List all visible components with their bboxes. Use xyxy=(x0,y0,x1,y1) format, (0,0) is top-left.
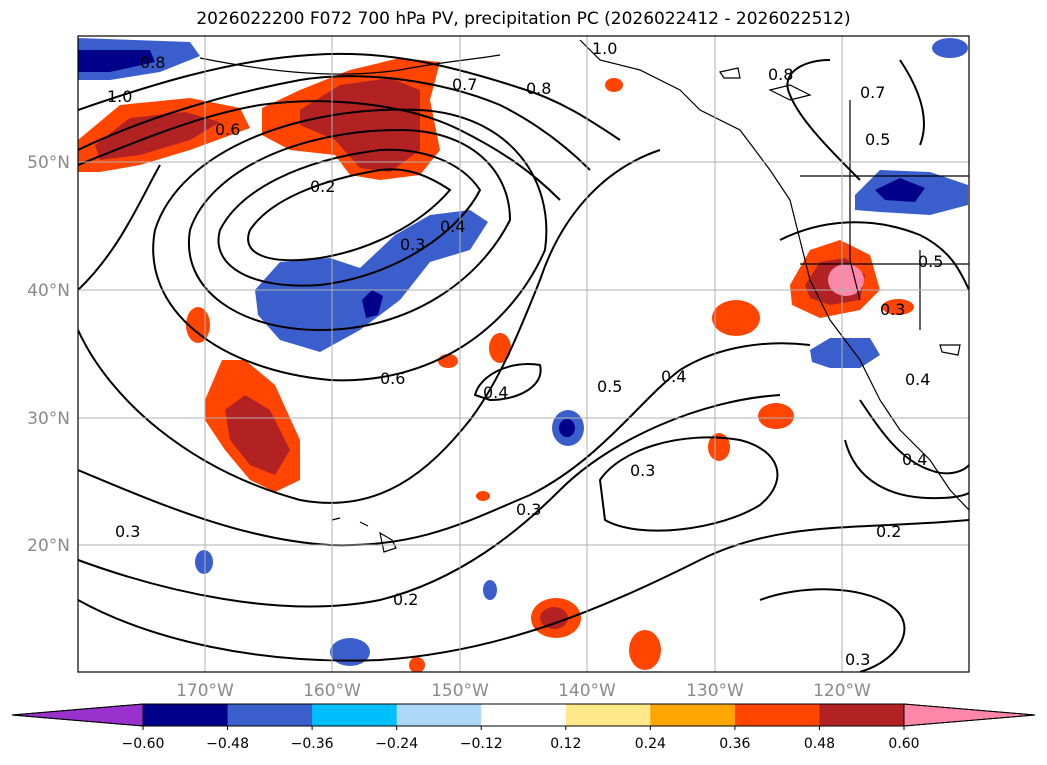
plot-frame xyxy=(77,35,970,673)
colorbar-tick-label: −0.24 xyxy=(375,736,418,752)
graticule xyxy=(78,36,969,672)
lat-label: 20°N xyxy=(27,536,70,556)
contour-label: 0.4 xyxy=(905,370,930,389)
contour-label: 0.3 xyxy=(115,522,140,541)
contour-labels: 0.8 1.0 0.6 0.7 0.8 1.0 0.2 0.3 0.4 0.6 … xyxy=(107,39,943,669)
contour-label: 0.2 xyxy=(310,177,335,196)
lon-label: 170°W xyxy=(176,681,234,701)
colorbar-tick-label: 0.36 xyxy=(719,736,750,752)
contour-label: 0.3 xyxy=(516,500,541,519)
colorbar-extend-low xyxy=(11,703,144,727)
lon-label: 120°W xyxy=(813,681,871,701)
colorbar: −0.60 −0.48 −0.36 −0.24 −0.12 0.12 0.24 0.36 0.4… xyxy=(11,703,1036,752)
contour-label: 0.8 xyxy=(526,79,551,98)
contour-label: 0.3 xyxy=(400,235,425,254)
colorbar-tick-label: 0.12 xyxy=(550,736,581,752)
colorbar-tick-label: 0.60 xyxy=(888,736,919,752)
contour-label: 1.0 xyxy=(107,87,132,106)
contour-label: 0.7 xyxy=(452,75,477,94)
colorbar-tick-label: 0.24 xyxy=(635,736,666,752)
contour-label: 0.5 xyxy=(918,252,943,271)
colorbar-swatch xyxy=(565,704,651,726)
contour-label: 0.4 xyxy=(483,383,508,402)
contour-label: 1.0 xyxy=(592,39,617,58)
contour-label: 0.3 xyxy=(630,461,655,480)
lon-label: 150°W xyxy=(431,681,489,701)
colorbar-swatch xyxy=(396,704,482,726)
colorbar-extend-high xyxy=(903,703,1036,727)
colorbar-swatch xyxy=(143,704,229,726)
colorbar-tick-label: −0.48 xyxy=(206,736,249,752)
contour-label: 0.4 xyxy=(902,450,927,469)
lon-label: 160°W xyxy=(303,681,361,701)
coastlines xyxy=(199,39,969,553)
colorbar-tick-label: −0.36 xyxy=(291,736,334,752)
colorbar-swatch xyxy=(481,704,567,726)
contour-label: 0.6 xyxy=(215,120,240,139)
lat-label: 50°N xyxy=(27,153,70,173)
colorbar-swatch xyxy=(734,704,820,726)
contour-label: 0.7 xyxy=(860,83,885,102)
contour-label: 0.3 xyxy=(845,650,870,669)
contour-label: 0.2 xyxy=(393,590,418,609)
contour-label: 0.8 xyxy=(140,53,165,72)
colorbar-swatch xyxy=(312,704,398,726)
map-title: 2026022200 F072 700 hPa PV, precipitatio… xyxy=(196,9,851,29)
latitude-labels: 50°N 40°N 30°N 20°N xyxy=(27,153,70,556)
precip-shading xyxy=(78,38,968,672)
colorbar-tick-label: −0.60 xyxy=(122,736,165,752)
colorbar-tick-label: 0.48 xyxy=(804,736,835,752)
lon-label: 140°W xyxy=(558,681,616,701)
colorbar-swatch xyxy=(819,704,905,726)
contour-label: 0.5 xyxy=(865,130,890,149)
contour-label: 0.3 xyxy=(880,300,905,319)
contour-label: 0.6 xyxy=(380,369,405,388)
contour-label: 0.4 xyxy=(440,217,465,236)
lon-label: 130°W xyxy=(686,681,744,701)
contour-label: 0.4 xyxy=(661,367,686,386)
lat-label: 40°N xyxy=(27,281,70,301)
pv-contours xyxy=(78,52,969,672)
lat-label: 30°N xyxy=(27,409,70,429)
contour-label: 0.8 xyxy=(768,65,793,84)
colorbar-swatch xyxy=(227,704,313,726)
colorbar-tick-label: −0.12 xyxy=(460,736,503,752)
longitude-labels: 170°W 160°W 150°W 140°W 130°W 120°W xyxy=(176,681,871,701)
contour-label: 0.5 xyxy=(597,377,622,396)
colorbar-swatch xyxy=(650,704,736,726)
contour-label: 0.2 xyxy=(876,522,901,541)
